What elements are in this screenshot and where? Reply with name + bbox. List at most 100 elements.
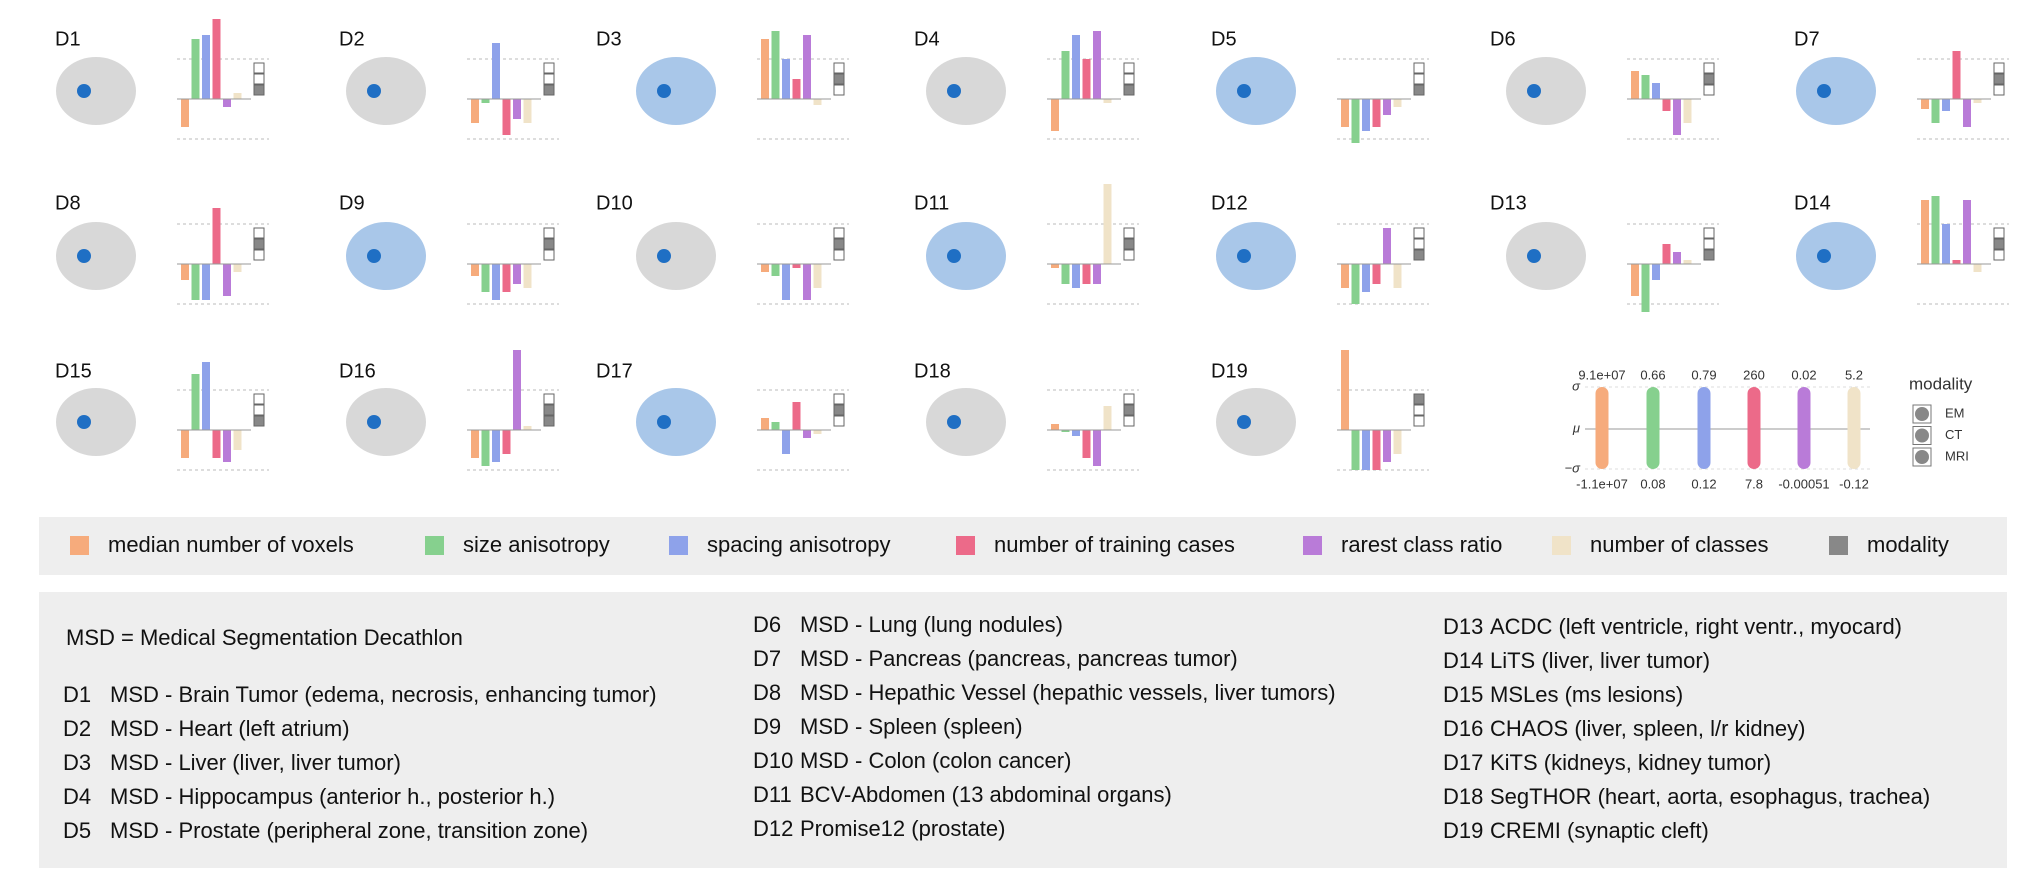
organ-icon <box>1796 57 1876 125</box>
bar <box>1921 200 1929 264</box>
bar <box>1082 264 1091 284</box>
legend-swatch <box>70 536 89 555</box>
key-bottom-label: 0.08 <box>1640 476 1665 491</box>
dataset-name: MSD - Prostate (peripheral zone, transit… <box>110 818 588 843</box>
organ-icon <box>636 57 716 125</box>
bar <box>502 264 511 292</box>
bar <box>1973 264 1982 272</box>
bar <box>761 39 769 99</box>
modality-box <box>1993 62 2005 74</box>
organ-icon <box>636 388 716 456</box>
modality-box <box>1703 249 1715 261</box>
bar <box>803 430 811 438</box>
modality-box <box>543 62 555 74</box>
organ-icon-spot <box>367 415 381 429</box>
modality-box <box>1413 73 1425 85</box>
modality-box <box>833 84 845 96</box>
modality-box <box>833 404 845 416</box>
dataset-name: MSD - Spleen (spleen) <box>800 714 1023 739</box>
bar <box>233 264 242 272</box>
note: MSD = Medical Segmentation Decathlon <box>66 625 463 650</box>
organ-icon-spot <box>1237 415 1251 429</box>
bar <box>813 264 822 288</box>
modality-box <box>1123 227 1135 239</box>
modality-key-dot <box>1915 428 1929 443</box>
bar <box>1641 75 1650 99</box>
bar <box>212 208 221 264</box>
dataset-id: D2 <box>63 716 91 741</box>
bar <box>223 99 231 107</box>
bar <box>782 59 790 99</box>
modality-box <box>1703 62 1715 74</box>
panel-label: D9 <box>339 192 365 214</box>
bar <box>1683 99 1692 123</box>
organ-icon-spot <box>1237 249 1251 263</box>
bar <box>1662 99 1671 111</box>
modality-box <box>833 415 845 427</box>
modality-box <box>1703 227 1715 239</box>
dataset-name: KiTS (kidneys, kidney tumor) <box>1490 750 1771 775</box>
bar <box>1631 264 1639 296</box>
modality-box <box>1123 238 1135 250</box>
organ-icon-spot <box>367 84 381 98</box>
key-bar <box>1747 387 1761 469</box>
bar <box>1362 430 1370 470</box>
bar <box>813 99 822 105</box>
key-bar <box>1847 387 1861 469</box>
bar <box>1673 252 1681 264</box>
organ-icon-spot <box>947 415 961 429</box>
legend-label: number of classes <box>1590 532 1769 557</box>
bar <box>1652 83 1660 99</box>
bar <box>1103 184 1112 264</box>
modality-box <box>1123 62 1135 74</box>
bar <box>523 264 532 288</box>
modality-box <box>543 393 555 405</box>
organ-icon <box>636 222 716 290</box>
bar <box>1093 264 1101 284</box>
bar <box>181 264 189 280</box>
modality-key-label: MRI <box>1945 448 1969 463</box>
bar <box>1082 430 1091 458</box>
legend-swatch <box>1303 536 1322 555</box>
bar <box>1372 264 1381 284</box>
legend-swatch <box>1829 536 1848 555</box>
bar <box>1973 99 1982 103</box>
organ-icon <box>926 57 1006 125</box>
dataset-id: D19 <box>1443 818 1483 843</box>
bar <box>1942 99 1950 111</box>
key-top-label: 0.02 <box>1791 367 1816 382</box>
modality-box <box>543 415 555 427</box>
organ-icon-spot <box>657 415 671 429</box>
panel-label: D5 <box>1211 28 1237 50</box>
dataset-id: D11 <box>753 782 792 807</box>
organ-icon-spot <box>1527 84 1541 98</box>
bar <box>1072 430 1080 436</box>
bar <box>513 99 521 119</box>
dataset-name: ACDC (left ventricle, right ventr., myoc… <box>1490 614 1902 639</box>
modality-box <box>833 62 845 74</box>
panel-label: D10 <box>596 192 633 214</box>
modality-key-label: EM <box>1945 405 1965 420</box>
bar <box>1383 228 1391 264</box>
bar <box>1093 430 1101 466</box>
modality-box <box>833 393 845 405</box>
bar <box>1341 264 1349 288</box>
modality-box <box>253 393 265 405</box>
bar <box>1683 260 1692 264</box>
bar <box>233 93 242 99</box>
organ-icon <box>346 222 426 290</box>
bar <box>813 430 822 434</box>
dataset-name: MSD - Liver (liver, liver tumor) <box>110 750 401 775</box>
legend-swatch <box>956 536 975 555</box>
key-level: σ <box>1572 378 1581 393</box>
organ-icon <box>1796 222 1876 290</box>
dataset-name: SegTHOR (heart, aorta, esophagus, trache… <box>1490 784 1930 809</box>
bar <box>202 264 210 300</box>
bar <box>191 374 200 430</box>
bar <box>1673 99 1681 135</box>
modality-box <box>253 404 265 416</box>
bar <box>803 264 811 300</box>
bar <box>523 99 532 123</box>
bar <box>202 35 210 99</box>
